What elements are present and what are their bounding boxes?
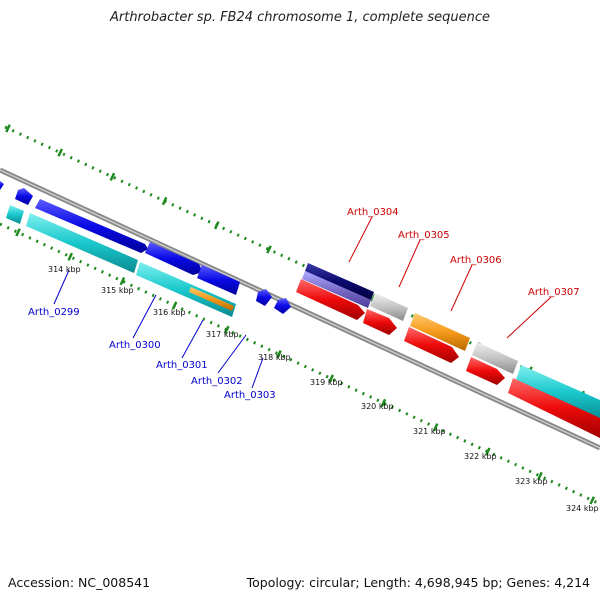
major-tick <box>161 196 168 206</box>
major-tick <box>15 228 21 237</box>
major-tick <box>276 350 282 359</box>
gene-cyan-b <box>516 365 600 420</box>
gene-blue-small <box>0 181 4 190</box>
gene-cyan-a <box>26 213 138 273</box>
gene-label-arth-0303: Arth_0303 <box>224 390 276 401</box>
scale-labels: 314 kbp 315 kbp 316 kbp 317 kbp 318 kbp … <box>48 265 599 513</box>
scale-label: 323 kbp <box>515 477 548 486</box>
summary-text: Topology: circular; Length: 4,698,945 bp… <box>246 575 590 590</box>
gene-grey-a <box>370 293 408 321</box>
gene-label-arth-0302: Arth_0302 <box>191 376 243 387</box>
gene-blue-f <box>274 298 291 314</box>
scale-label: 316 kbp <box>153 308 186 317</box>
gene-label-arth-0306: Arth_0306 <box>450 255 502 266</box>
scale-label: 319 kbp <box>310 378 343 387</box>
gene-red-e <box>508 378 600 438</box>
major-tick <box>432 423 439 432</box>
gene-red-c <box>404 327 459 363</box>
gene-label-arth-0305: Arth_0305 <box>398 230 450 241</box>
gene-label-arth-0300: Arth_0300 <box>109 340 161 351</box>
major-tick <box>266 245 272 254</box>
inner-tick-marks <box>15 228 596 505</box>
gene-violet <box>302 271 371 308</box>
major-tick <box>119 276 126 286</box>
gene-grey-b <box>472 342 518 374</box>
gene-orange-a <box>189 287 234 311</box>
gene-label-arth-0307: Arth_0307 <box>528 287 580 298</box>
scale-label: 324 kbp <box>566 504 599 513</box>
gene-red-d <box>466 357 505 385</box>
gene-label-arth-0301: Arth_0301 <box>156 360 208 371</box>
major-tick <box>57 148 64 157</box>
reverse-strand-genes <box>6 205 600 438</box>
major-tick <box>109 172 116 181</box>
scale-label: 315 kbp <box>101 286 134 295</box>
backbone <box>0 167 600 451</box>
major-tick <box>5 124 11 133</box>
major-tick <box>223 325 230 334</box>
major-tick <box>328 374 335 383</box>
gene-blue-a <box>15 188 33 205</box>
gene-cyan-a-left <box>6 205 24 224</box>
major-tick <box>67 252 74 261</box>
gene-blue-c <box>145 242 203 275</box>
scale-label: 318 kbp <box>258 353 291 362</box>
gene-orange-b <box>410 313 470 351</box>
gene-blue-d <box>197 265 240 295</box>
gene-labels: Arth_0299 Arth_0300 Arth_0301 Arth_0302 … <box>28 207 580 401</box>
gene-label-arth-0304: Arth_0304 <box>347 207 399 218</box>
gene-blue-b <box>35 199 148 253</box>
gene-red-a <box>296 279 365 320</box>
scale-label: 320 kbp <box>361 402 394 411</box>
gene-label-arth-0299: Arth_0299 <box>28 307 80 318</box>
gene-blue-e <box>256 289 272 306</box>
scale-label: 322 kbp <box>464 452 497 461</box>
major-tick <box>537 471 543 481</box>
scale-label: 321 kbp <box>413 427 446 436</box>
gene-red-b <box>363 309 397 335</box>
gene-cyan-a2 <box>136 262 236 317</box>
map-title: Arthrobacter sp. FB24 chromosome 1, comp… <box>109 10 491 25</box>
forward-strand-genes <box>0 181 600 420</box>
major-tick <box>589 496 596 505</box>
major-tick <box>484 447 491 456</box>
major-tick <box>213 221 220 230</box>
major-tick <box>380 398 387 408</box>
scale-label: 314 kbp <box>48 265 81 274</box>
accession-text: Accession: NC_008541 <box>8 575 151 590</box>
label-leader-lines <box>53 216 552 389</box>
scale-label: 317 kbp <box>206 330 239 339</box>
major-tick <box>171 301 178 310</box>
gene-navy <box>305 263 374 300</box>
